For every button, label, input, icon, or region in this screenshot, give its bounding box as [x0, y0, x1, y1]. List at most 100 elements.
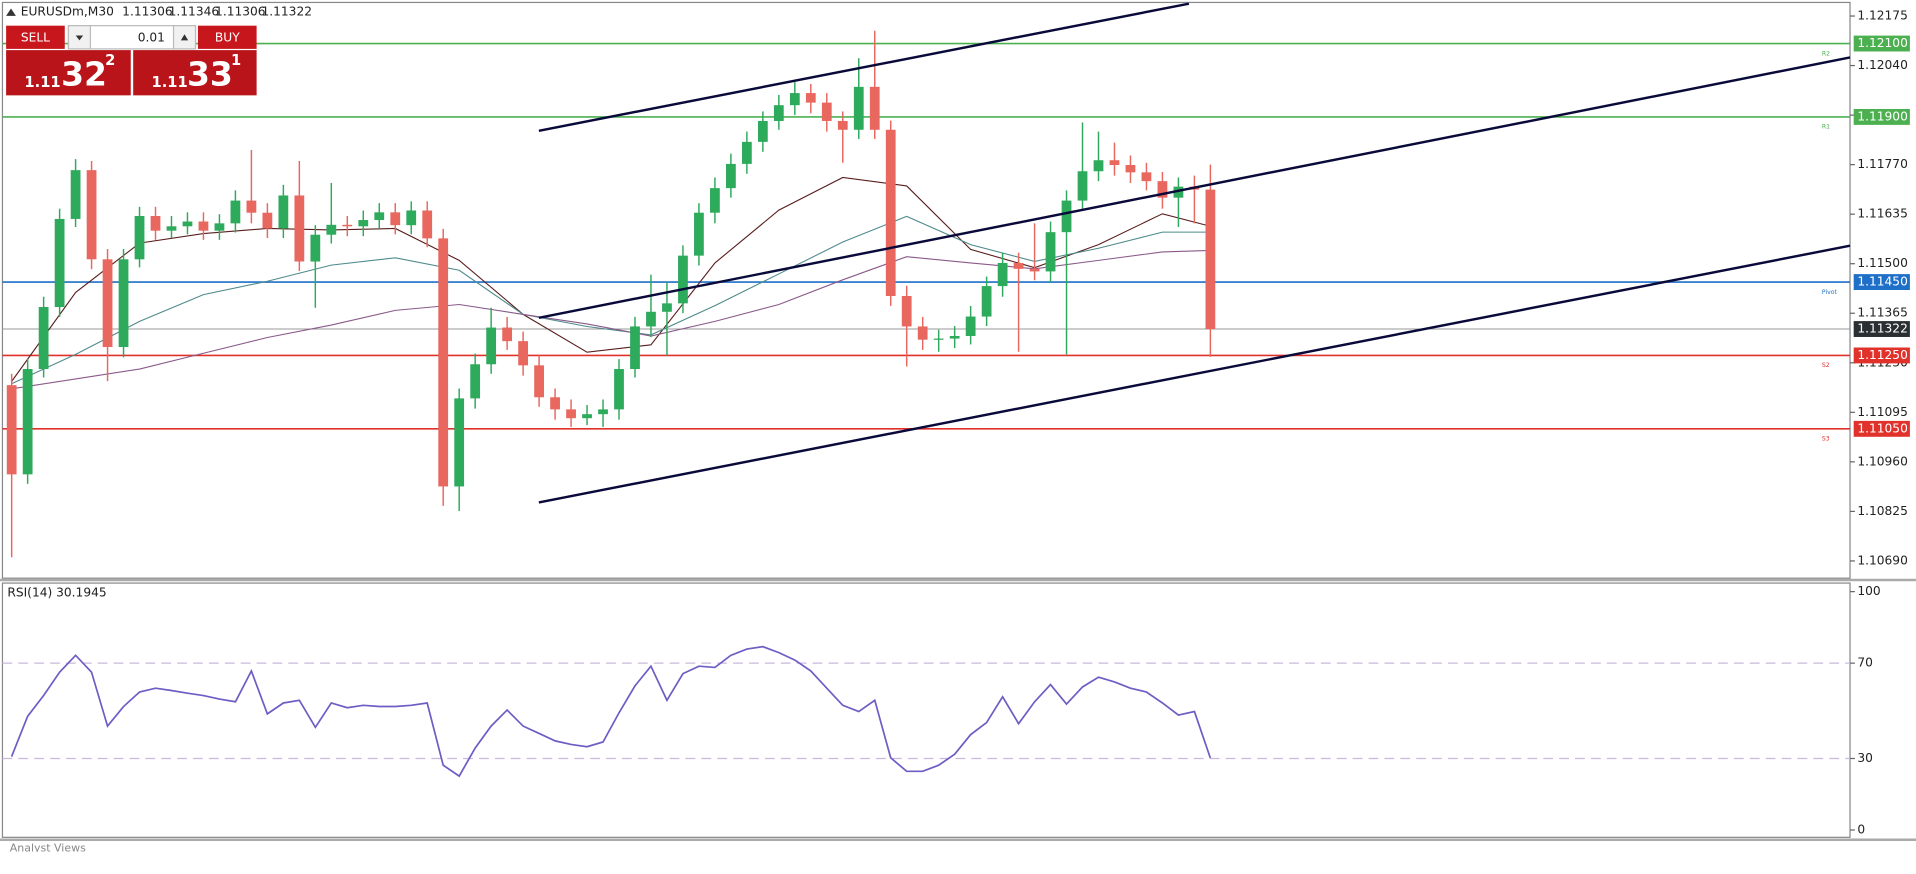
buy-button[interactable] — [197, 25, 257, 49]
candle-body — [694, 212, 704, 256]
candle-body — [262, 212, 273, 229]
candle-body — [6, 385, 17, 475]
candle-body — [981, 286, 992, 317]
down-arrow — [75, 35, 84, 41]
candle-body — [246, 200, 257, 213]
bid-big: 32 — [61, 54, 107, 93]
channel-line — [538, 244, 1851, 504]
ask-small: 1 — [231, 52, 241, 69]
ask-box[interactable] — [133, 50, 257, 96]
candle-body — [230, 200, 241, 224]
candle-body — [358, 220, 369, 227]
candle-body — [997, 262, 1008, 287]
candle-body — [773, 105, 784, 121]
candle-body — [166, 226, 177, 231]
candle-body — [278, 195, 289, 229]
rsi-pane — [1, 582, 1851, 838]
analyst-tab[interactable]: Analyst Views — [10, 841, 86, 854]
candle-body — [1029, 268, 1040, 272]
candle-body — [406, 210, 417, 226]
level-label: 1.11450 — [1857, 275, 1908, 289]
candle-body — [486, 327, 497, 365]
candle-body — [630, 326, 640, 370]
level-label: 1.11250 — [1857, 348, 1908, 362]
moving-average — [11, 215, 1211, 385]
y-tick-label: 1.11635 — [1857, 207, 1908, 221]
candle-body — [470, 364, 481, 399]
candle-body — [54, 218, 65, 308]
candle-body — [1013, 262, 1024, 269]
level-label-box — [1853, 108, 1910, 125]
candle-body — [454, 398, 465, 487]
ask-prefix: 1.11 — [152, 74, 188, 91]
rsi-line — [10, 645, 1212, 778]
y-tick-label: 1.12175 — [1857, 9, 1908, 23]
candle-body — [1109, 160, 1120, 166]
candle-body — [821, 102, 832, 121]
candle-body — [1157, 181, 1168, 198]
y-tick-label: 70 — [1857, 656, 1873, 670]
candle-body — [134, 216, 145, 260]
candle-body — [150, 216, 161, 231]
volume-value: 0.01 — [138, 30, 165, 44]
candle-body — [598, 409, 608, 415]
candle-body — [1045, 232, 1056, 272]
ask-big: 33 — [187, 54, 233, 93]
collapse-icon[interactable] — [6, 8, 16, 16]
candle-body — [646, 311, 656, 327]
candle-body — [726, 163, 736, 189]
candle-body — [965, 316, 976, 336]
candle-body — [310, 234, 321, 262]
symbol-title: EURUSDm,M30 — [21, 5, 114, 19]
candle-body — [662, 303, 672, 312]
candle-body — [390, 212, 401, 226]
y-tick-label: 0 — [1857, 822, 1865, 836]
level-name: R2 — [1822, 50, 1830, 57]
candle-body — [1077, 171, 1088, 201]
candle-body — [502, 327, 513, 342]
candle-body — [1173, 186, 1184, 198]
level-label-box — [1853, 420, 1910, 437]
y-tick-label: 1.12040 — [1857, 58, 1908, 72]
candle-body — [22, 369, 33, 475]
candle-body — [789, 93, 800, 106]
y-tick-label: 1.11500 — [1857, 256, 1908, 270]
candle-body — [182, 221, 193, 227]
header-ohlc: 1.11322 — [261, 5, 312, 19]
rsi-title: RSI(14) 30.1945 — [7, 585, 106, 599]
bid-prefix: 1.11 — [24, 74, 60, 91]
moving-average — [11, 249, 1211, 390]
level-name: R1 — [1822, 124, 1830, 131]
candle-body — [933, 338, 944, 340]
candle-body — [422, 210, 433, 239]
level-label: 1.11900 — [1857, 109, 1908, 123]
candle-body — [70, 170, 81, 219]
candle-body — [342, 224, 353, 227]
level-name: S2 — [1822, 362, 1830, 369]
header-ohlc: 1.11346 — [169, 5, 220, 19]
bid-small: 2 — [105, 52, 115, 69]
y-tick-label: 1.11095 — [1857, 405, 1908, 419]
candle-body — [837, 120, 848, 130]
candle-body — [438, 238, 449, 487]
candle-body — [869, 86, 880, 130]
candle-body — [710, 188, 720, 213]
channel-line — [538, 2, 1190, 132]
buy-label: BUY — [215, 30, 240, 44]
current-price-box — [1853, 321, 1910, 337]
candle-body — [1093, 160, 1104, 172]
candle-body — [198, 221, 209, 231]
channel-lines — [538, 2, 1851, 504]
main-pane — [1, 1, 1851, 579]
candle-body — [853, 86, 864, 130]
sell-button[interactable] — [6, 25, 65, 49]
header-ohlc: 1.11306 — [122, 5, 173, 19]
candle-body — [1141, 172, 1152, 182]
y-tick-label: 1.10960 — [1857, 454, 1908, 468]
level-label-box — [1853, 274, 1910, 291]
level-name: Pivot — [1822, 289, 1838, 296]
channel-line — [538, 56, 1851, 320]
up-arrow — [180, 34, 189, 41]
bid-box[interactable] — [6, 50, 131, 96]
candle-body — [1125, 165, 1136, 173]
